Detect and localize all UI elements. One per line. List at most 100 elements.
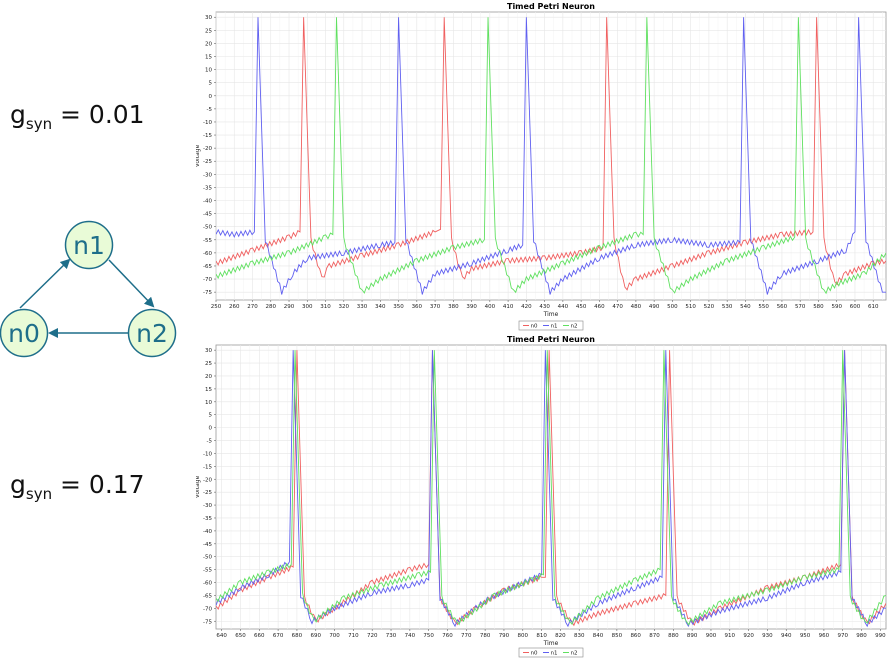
y-tick-label: 5 <box>209 413 213 419</box>
x-tick-label: 960 <box>819 633 830 639</box>
y-tick-label: 5 <box>209 81 213 87</box>
x-tick-label: 890 <box>687 633 698 639</box>
y-tick-label: -55 <box>203 568 212 574</box>
x-tick-label: 540 <box>740 304 751 310</box>
y-tick-label: -70 <box>203 277 212 283</box>
x-tick-label: 780 <box>480 633 491 639</box>
y-tick-label: -50 <box>203 555 212 561</box>
x-tick-label: 350 <box>393 304 404 310</box>
x-tick-label: 680 <box>292 633 303 639</box>
y-tick-label: -75 <box>203 619 212 625</box>
x-tick-label: 730 <box>386 633 397 639</box>
series-line-n2 <box>216 350 886 626</box>
x-tick-label: 590 <box>831 304 842 310</box>
x-tick-label: 410 <box>503 304 514 310</box>
x-tick-label: 750 <box>423 633 434 639</box>
legend-box <box>518 320 584 331</box>
series-line-n1 <box>216 17 886 295</box>
y-tick-label: -35 <box>203 185 212 191</box>
y-tick-label: -30 <box>203 172 212 178</box>
x-tick-label: 290 <box>284 304 295 310</box>
y-tick-label: 25 <box>205 28 212 34</box>
chart-title: Timed Petri Neuron <box>507 2 595 11</box>
y-tick-label: -30 <box>203 503 212 509</box>
x-tick-label: 440 <box>558 304 569 310</box>
y-tick-label: -25 <box>203 490 212 496</box>
gridlines <box>215 12 886 300</box>
y-tick-label: -5 <box>207 107 213 113</box>
x-tick-label: 520 <box>704 304 715 310</box>
y-tick-label: -15 <box>203 133 212 139</box>
x-tick-label: 490 <box>649 304 660 310</box>
series-line-n1 <box>216 350 886 628</box>
y-tick-label: 25 <box>205 361 212 367</box>
y-tick-label: -50 <box>203 225 212 231</box>
x-tick-label: 430 <box>539 304 550 310</box>
x-tick-label: 870 <box>649 633 660 639</box>
x-tick-label: 560 <box>777 304 788 310</box>
x-tick-label: 380 <box>448 304 459 310</box>
x-tick-label: 310 <box>320 304 331 310</box>
x-tick-label: 850 <box>612 633 623 639</box>
node-n0 <box>0 308 49 358</box>
x-tick-label: 800 <box>518 633 529 639</box>
y-tick-label: -60 <box>203 251 212 257</box>
gsyn-value: = 0.17 <box>52 470 145 499</box>
node-n1 <box>64 220 114 270</box>
y-tick-label: -55 <box>203 238 212 244</box>
x-tick-label: 600 <box>850 304 861 310</box>
x-tick-label: 650 <box>235 633 246 639</box>
gsyn-label-bottom: gsyn = 0.17 <box>10 470 145 503</box>
gsyn-subscript: syn <box>25 485 53 503</box>
x-tick-label: 530 <box>722 304 733 310</box>
x-tick-label: 270 <box>247 304 258 310</box>
x-tick-label: 280 <box>266 304 277 310</box>
edge-n1-n2 <box>108 259 155 308</box>
y-tick-label: -10 <box>203 120 212 126</box>
x-tick-label: 860 <box>630 633 641 639</box>
y-tick-label: 30 <box>205 15 212 21</box>
x-tick-label: 260 <box>229 304 240 310</box>
voltage-chart-bottom: Timed Petri Neuron 640 650 660 670 680 690 700 7… <box>196 335 887 658</box>
y-axis-label: Voltage <box>196 144 201 167</box>
y-tick-label: 0 <box>209 94 213 100</box>
series-line-n0 <box>216 17 886 291</box>
gsyn-value: = 0.01 <box>52 100 145 129</box>
legend-label-n0: n0 <box>531 651 538 657</box>
y-tick-label: -5 <box>207 439 213 445</box>
y-tick-label: -65 <box>203 264 212 270</box>
node-label-n1: n1 <box>73 231 105 260</box>
x-tick-label: 370 <box>430 304 441 310</box>
series-line-n2 <box>216 17 886 295</box>
x-tick-label: 700 <box>329 633 340 639</box>
y-tick-label: 30 <box>205 348 212 354</box>
x-tick-label: 950 <box>800 633 811 639</box>
y-tick-label: -20 <box>203 477 212 483</box>
x-tick-label: 320 <box>339 304 350 310</box>
y-tick-label: -45 <box>203 212 212 218</box>
y-tick-label: -20 <box>203 146 212 152</box>
x-tick-label: 360 <box>412 304 423 310</box>
x-tick-label: 330 <box>357 304 368 310</box>
edge-n0-n1 <box>19 258 71 309</box>
y-tick-label: -25 <box>203 159 212 165</box>
legend-label-n2: n2 <box>571 651 578 657</box>
x-tick-label: 790 <box>499 633 510 639</box>
legend-label-n2: n2 <box>571 324 578 330</box>
x-tick-label: 920 <box>743 633 754 639</box>
x-axis-label: Time <box>543 640 559 647</box>
x-tick-label: 420 <box>521 304 532 310</box>
x-tick-label: 720 <box>367 633 378 639</box>
x-tick-label: 550 <box>758 304 769 310</box>
y-tick-label: -65 <box>203 593 212 599</box>
x-tick-label: 480 <box>631 304 642 310</box>
legend-box <box>518 647 584 658</box>
x-tick-label: 580 <box>813 304 824 310</box>
gsyn-symbol: g <box>10 100 26 129</box>
node-n2 <box>127 308 177 358</box>
x-tick-label: 810 <box>536 633 547 639</box>
x-tick-label: 930 <box>762 633 773 639</box>
x-tick-label: 880 <box>668 633 679 639</box>
series-line-n0 <box>216 350 886 627</box>
